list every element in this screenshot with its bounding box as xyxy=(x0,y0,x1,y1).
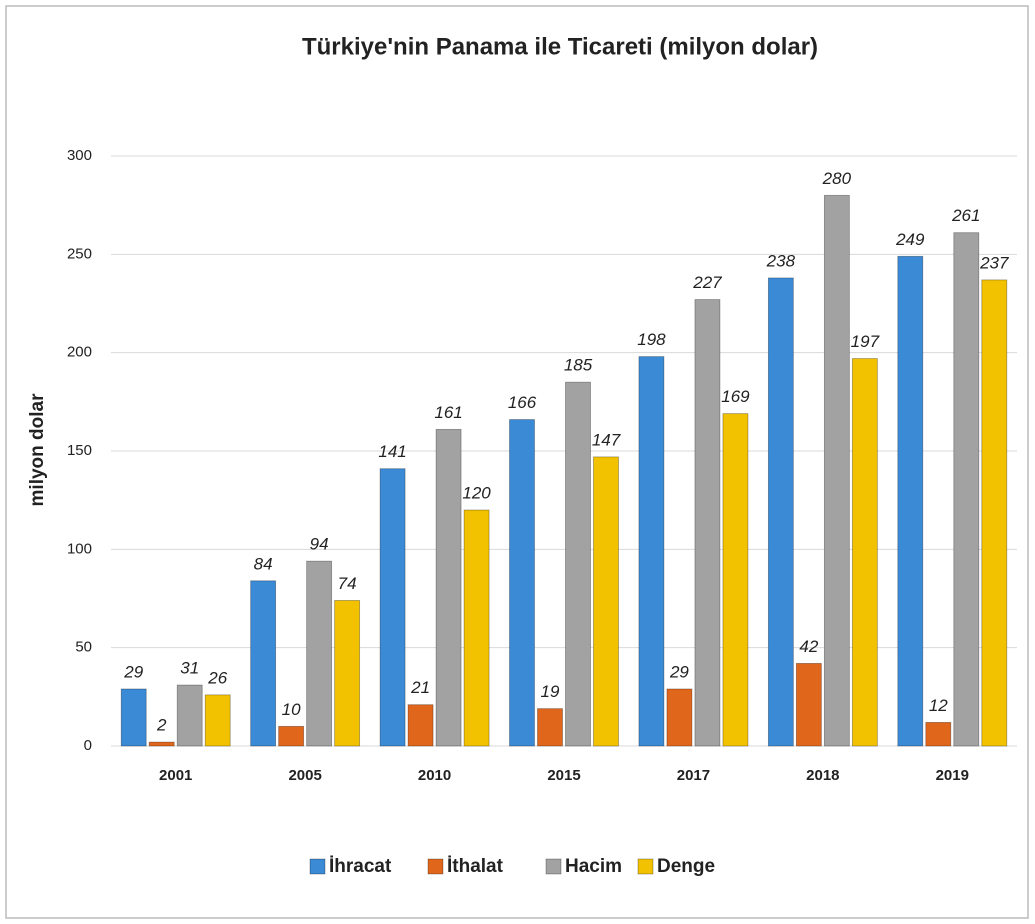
bar xyxy=(204,694,231,747)
data-label: 147 xyxy=(592,430,621,449)
data-label: 94 xyxy=(310,535,329,554)
data-label: 26 xyxy=(207,668,227,687)
y-tick-label: 250 xyxy=(67,245,92,262)
bar xyxy=(767,277,794,747)
y-axis-label: milyon dolar xyxy=(27,393,48,507)
data-label: 29 xyxy=(123,662,143,681)
bar xyxy=(435,428,462,747)
bar xyxy=(851,358,878,747)
legend-swatch xyxy=(545,858,562,875)
data-label: 238 xyxy=(766,251,796,270)
legend-label: İhracat xyxy=(329,856,392,877)
bar xyxy=(463,509,490,747)
data-label: 74 xyxy=(338,574,357,593)
bar xyxy=(176,684,203,747)
x-tick-label: 2010 xyxy=(418,767,451,784)
legend-swatch xyxy=(309,858,326,875)
bar xyxy=(722,413,749,747)
bar xyxy=(306,560,333,747)
legend-label: Denge xyxy=(657,856,715,877)
y-tick-label: 50 xyxy=(75,639,92,656)
chart-title: Türkiye'nin Panama ile Ticareti (milyon … xyxy=(302,33,818,60)
x-tick-label: 2017 xyxy=(677,767,710,784)
data-label: 166 xyxy=(508,393,537,412)
bar xyxy=(509,419,535,747)
data-label: 198 xyxy=(637,330,666,349)
data-label: 10 xyxy=(282,700,301,719)
legend-swatch xyxy=(427,858,444,875)
y-tick-label: 0 xyxy=(84,737,92,754)
data-label: 42 xyxy=(799,637,818,656)
data-label: 261 xyxy=(951,206,980,225)
data-label: 237 xyxy=(979,253,1009,272)
data-label: 227 xyxy=(692,273,722,292)
bar xyxy=(795,663,822,747)
y-tick-label: 300 xyxy=(67,147,92,164)
data-label: 169 xyxy=(721,387,750,406)
bar xyxy=(694,299,721,747)
data-label: 21 xyxy=(410,678,430,697)
x-tick-label: 2018 xyxy=(806,767,839,784)
bar xyxy=(823,194,850,747)
data-label: 19 xyxy=(541,682,560,701)
data-label: 84 xyxy=(254,554,273,573)
data-label: 185 xyxy=(564,356,593,375)
data-label: 161 xyxy=(434,403,462,422)
x-tick-label: 2001 xyxy=(159,767,192,784)
bar xyxy=(953,232,980,747)
data-label: 197 xyxy=(851,332,880,351)
data-label: 29 xyxy=(669,662,689,681)
bar xyxy=(278,725,305,747)
bar xyxy=(897,255,924,747)
bar xyxy=(407,704,434,747)
x-tick-label: 2015 xyxy=(547,767,580,784)
data-label: 249 xyxy=(895,230,925,249)
x-tick-label: 2019 xyxy=(936,767,969,784)
y-tick-label: 100 xyxy=(67,540,92,557)
bar xyxy=(593,456,619,747)
y-tick-label: 200 xyxy=(67,344,92,361)
data-label: 31 xyxy=(180,659,199,678)
data-label: 120 xyxy=(462,483,491,502)
bar xyxy=(379,468,406,747)
legend-swatch xyxy=(637,858,654,875)
bar xyxy=(537,708,563,747)
bar xyxy=(250,580,277,747)
bar xyxy=(638,356,665,747)
bar xyxy=(565,381,591,747)
x-tick-label: 2005 xyxy=(288,767,321,784)
legend-label: İthalat xyxy=(447,856,504,877)
bar xyxy=(120,688,147,747)
bar xyxy=(981,279,1008,747)
data-label: 280 xyxy=(822,169,852,188)
bar xyxy=(148,741,175,747)
data-label: 12 xyxy=(929,696,948,715)
data-label: 141 xyxy=(378,442,406,461)
bar xyxy=(334,600,361,747)
bar xyxy=(925,722,952,747)
legend-label: Hacim xyxy=(565,856,622,877)
bar xyxy=(666,688,693,747)
y-tick-label: 150 xyxy=(67,442,92,459)
data-label: 2 xyxy=(156,716,167,735)
